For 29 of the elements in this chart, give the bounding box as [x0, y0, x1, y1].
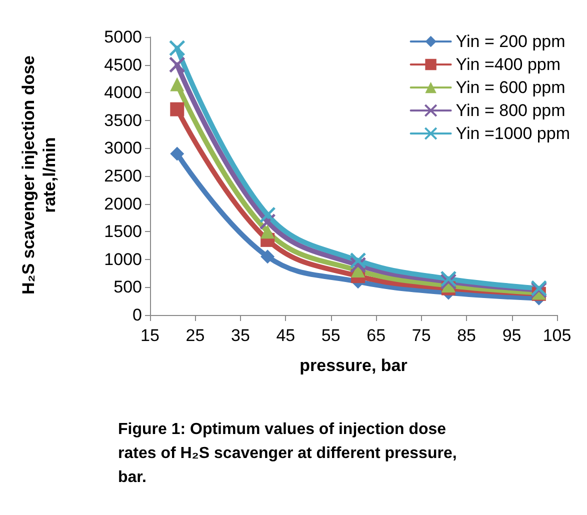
y-tick-label: 500: [114, 278, 142, 297]
x-tick-label: 105: [542, 326, 572, 345]
legend-label: Yin =400 ppm: [456, 55, 561, 74]
x-tick-label: 55: [321, 326, 340, 345]
legend-label: Yin =1000 ppm: [456, 124, 570, 143]
x-tick-label: 65: [366, 326, 386, 345]
x-tick-label: 35: [230, 326, 250, 345]
x-tick-label: 45: [276, 326, 296, 345]
legend-label: Yin = 800 ppm: [456, 101, 566, 120]
y-tick-label: 4500: [104, 55, 142, 74]
caption: Figure 1: Optimum values of injection dose rates of H₂S scavenger at different pressure, bar.: [118, 420, 458, 488]
legend-label: Yin = 600 ppm: [456, 78, 566, 97]
x-tick-label: 15: [140, 326, 160, 345]
y-tick-label: 5000: [104, 28, 142, 46]
x-axis-title: pressure, bar: [300, 356, 408, 375]
x-tick-label: 95: [502, 326, 522, 345]
x-tick-label: 75: [412, 326, 431, 345]
y-tick-label: 3500: [104, 110, 142, 130]
y-tick-label: 2000: [104, 194, 142, 214]
y-axis-title: H₂S scavenger injection dose rate,l/min: [18, 54, 60, 297]
y-tick-label: 3000: [104, 138, 142, 158]
legend-label: Yin = 200 ppm: [456, 32, 566, 51]
y-tick-label: 4000: [104, 83, 142, 102]
x-tick-label: 85: [457, 326, 476, 345]
y-tick-label: 2500: [104, 166, 142, 186]
y-tick-label: 1000: [104, 250, 142, 269]
y-tick-label: 0: [132, 306, 142, 324]
x-tick-label: 25: [186, 326, 205, 345]
y-tick-label: 1500: [104, 222, 142, 242]
